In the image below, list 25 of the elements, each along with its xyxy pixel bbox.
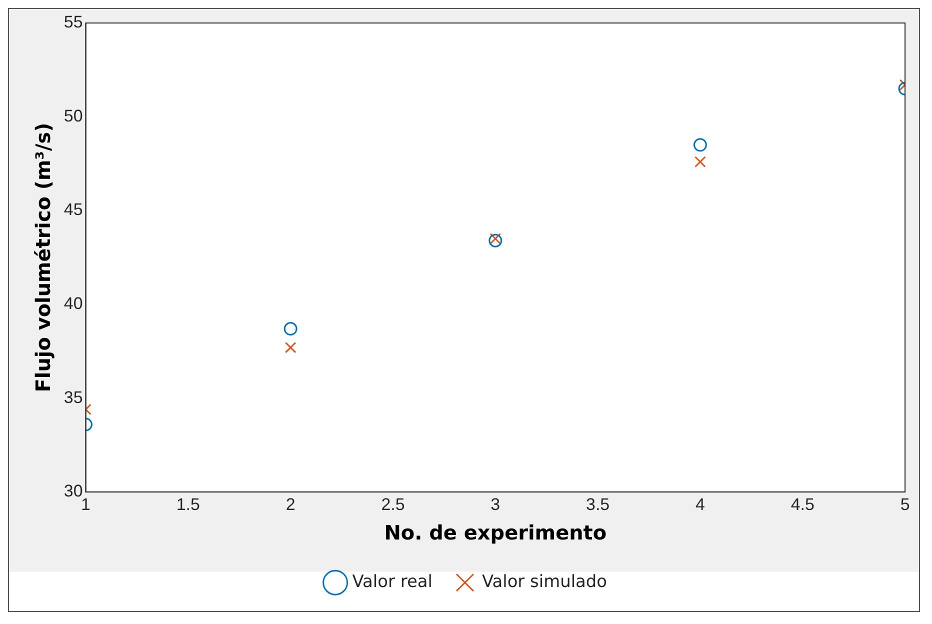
x-tick-label: 2.5 xyxy=(381,494,405,514)
x-axis-title: No. de experimento xyxy=(384,520,607,544)
x-tick-label: 3.5 xyxy=(586,494,610,514)
y-axis-title: Flujo volumétrico (m³/s) xyxy=(31,122,56,392)
point xyxy=(284,342,296,354)
legend-label: Valor real xyxy=(352,571,432,591)
x-tick-label: 1.5 xyxy=(176,494,200,514)
x-tick-label: 2 xyxy=(286,494,296,514)
point xyxy=(488,234,502,248)
point xyxy=(693,138,707,152)
y-tick-label: 35 xyxy=(64,388,83,407)
y-tick-label: 55 xyxy=(64,12,83,32)
legend-label: Valor simulado xyxy=(482,571,608,591)
point xyxy=(490,233,502,244)
y-tick-label: 40 xyxy=(64,294,83,314)
y-tick-label: 30 xyxy=(64,482,83,501)
x-tick-label: 4 xyxy=(695,494,705,514)
x-tick-label: 3 xyxy=(490,494,500,514)
point xyxy=(284,322,298,336)
y-tick-label: 45 xyxy=(64,200,83,220)
point xyxy=(694,156,706,168)
x-tick-label: 1 xyxy=(81,494,90,514)
x-tick-label: 5 xyxy=(900,494,910,514)
y-tick-label: 50 xyxy=(64,106,83,126)
x-tick-label: 4.5 xyxy=(790,494,814,514)
